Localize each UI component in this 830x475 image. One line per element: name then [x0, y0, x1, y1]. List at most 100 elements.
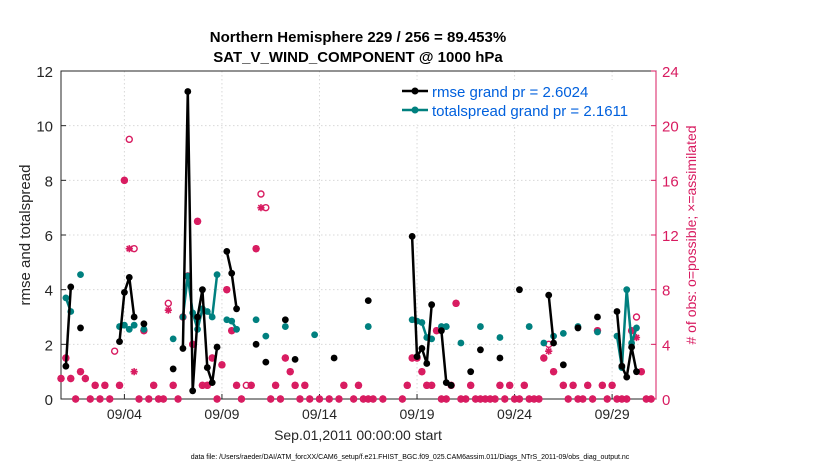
rmse-point	[194, 313, 201, 321]
rmse-point	[130, 313, 138, 321]
spread-point	[213, 271, 221, 279]
obs-assimilated-marker	[203, 381, 211, 389]
obs-assimilated-marker	[579, 395, 587, 403]
obs-assimilated-marker	[437, 395, 446, 403]
obs-assimilated-marker	[476, 395, 485, 403]
obs-assimilated-marker	[559, 381, 567, 389]
rmse-point	[233, 305, 240, 313]
spread-point	[633, 324, 640, 332]
spread-point	[228, 317, 236, 325]
obs-assimilated-marker	[467, 381, 475, 389]
obs-assimilated-marker	[642, 395, 650, 403]
obs-possible-marker	[110, 347, 119, 355]
right-y-tick-label: 4	[662, 337, 670, 354]
obs-assimilated-marker	[276, 395, 285, 403]
rmse-point	[438, 327, 445, 335]
obs-assimilated-marker	[569, 381, 577, 389]
obs-assimilated-marker	[301, 381, 309, 389]
obs-assimilated-marker	[257, 204, 265, 212]
left-y-tick-label: 8	[45, 173, 53, 190]
obs-assimilated-marker	[530, 395, 538, 403]
obs-assimilated-marker	[106, 395, 114, 403]
obs-assimilated-marker	[540, 354, 548, 362]
spread-point	[442, 323, 450, 330]
obs-assimilated-marker	[637, 368, 645, 376]
obs-assimilated-marker	[613, 395, 621, 403]
rmse-point	[633, 368, 640, 376]
obs-assimilated-marker	[296, 395, 304, 403]
obs-assimilated-marker	[325, 395, 333, 403]
spread-point	[121, 321, 128, 329]
rmse-point	[364, 297, 372, 304]
obs-assimilated-marker	[67, 374, 75, 383]
spread-point	[364, 323, 372, 330]
right-y-axis-label: # of obs: o=possible; ×=assimilated	[683, 125, 699, 344]
x-tick-label: 09/19	[400, 406, 435, 422]
obs-assimilated-marker	[515, 395, 524, 403]
obs-assimilated-marker	[491, 395, 499, 403]
obs-assimilated-marker	[379, 395, 387, 403]
rmse-point	[574, 324, 582, 332]
obs-assimilated-marker	[247, 381, 255, 389]
spread-point	[559, 330, 567, 337]
obs-markers	[57, 135, 655, 403]
spread-point	[252, 316, 260, 324]
spread-point	[623, 286, 631, 294]
left-y-tick-label: 0	[45, 392, 53, 409]
spread-point	[169, 335, 177, 343]
obs-possible-marker	[632, 313, 641, 321]
rmse-point	[121, 289, 128, 296]
obs-assimilated-marker	[150, 381, 158, 389]
spread-point	[477, 323, 484, 330]
obs-assimilated-marker	[72, 395, 80, 403]
rmse-point	[496, 354, 504, 362]
rmse-point	[228, 269, 236, 277]
obs-possible-marker	[257, 190, 265, 198]
obs-assimilated-marker	[237, 395, 246, 403]
obs-possible-marker	[164, 299, 172, 308]
obs-assimilated-marker	[174, 395, 182, 403]
rmse-point	[594, 313, 601, 321]
right-y-tick-label: 16	[662, 173, 679, 190]
spread-point	[125, 325, 133, 333]
rmse-point	[477, 346, 484, 354]
obs-assimilated-marker	[76, 368, 85, 376]
rmse-point	[179, 345, 187, 352]
obs-assimilated-marker	[632, 333, 641, 342]
obs-assimilated-marker	[125, 245, 133, 253]
right-y-tick-label: 24	[662, 64, 679, 81]
rmse-point	[203, 364, 211, 371]
left-y-tick-label: 4	[45, 283, 53, 300]
rmse-line	[547, 294, 555, 344]
obs-assimilated-marker	[130, 368, 138, 376]
rmse-point	[140, 320, 148, 328]
obs-assimilated-marker	[603, 395, 611, 403]
obs-assimilated-marker	[598, 381, 606, 389]
left-y-tick-label: 10	[36, 119, 53, 136]
obs-assimilated-marker	[520, 381, 528, 389]
obs-assimilated-marker	[335, 395, 343, 403]
obs-assimilated-marker	[588, 395, 597, 403]
series-lines	[62, 88, 640, 395]
footnote: data file: /Users/raeder/DAI/ATM_forcXX/…	[191, 454, 630, 461]
obs-assimilated-marker	[354, 381, 363, 389]
rmse-point	[62, 362, 70, 370]
spread-point	[203, 308, 211, 315]
obs-assimilated-marker	[350, 395, 358, 403]
obs-assimilated-marker	[481, 395, 489, 403]
obs-assimilated-marker	[228, 327, 236, 335]
obs-assimilated-marker	[213, 395, 221, 403]
rmse-point	[208, 379, 216, 386]
spread-point	[262, 332, 270, 340]
obs-assimilated-marker	[549, 368, 558, 376]
obs-assimilated-marker	[218, 361, 226, 369]
obs-assimilated-marker	[169, 381, 177, 389]
obs-assimilated-marker	[423, 381, 431, 389]
rmse-point	[116, 338, 123, 345]
rmse-point	[330, 354, 338, 362]
spread-point	[540, 339, 548, 347]
obs-assimilated-marker	[501, 395, 509, 403]
obs-assimilated-marker	[564, 395, 572, 403]
rmse-point	[418, 345, 426, 352]
obs-assimilated-marker	[369, 395, 377, 403]
